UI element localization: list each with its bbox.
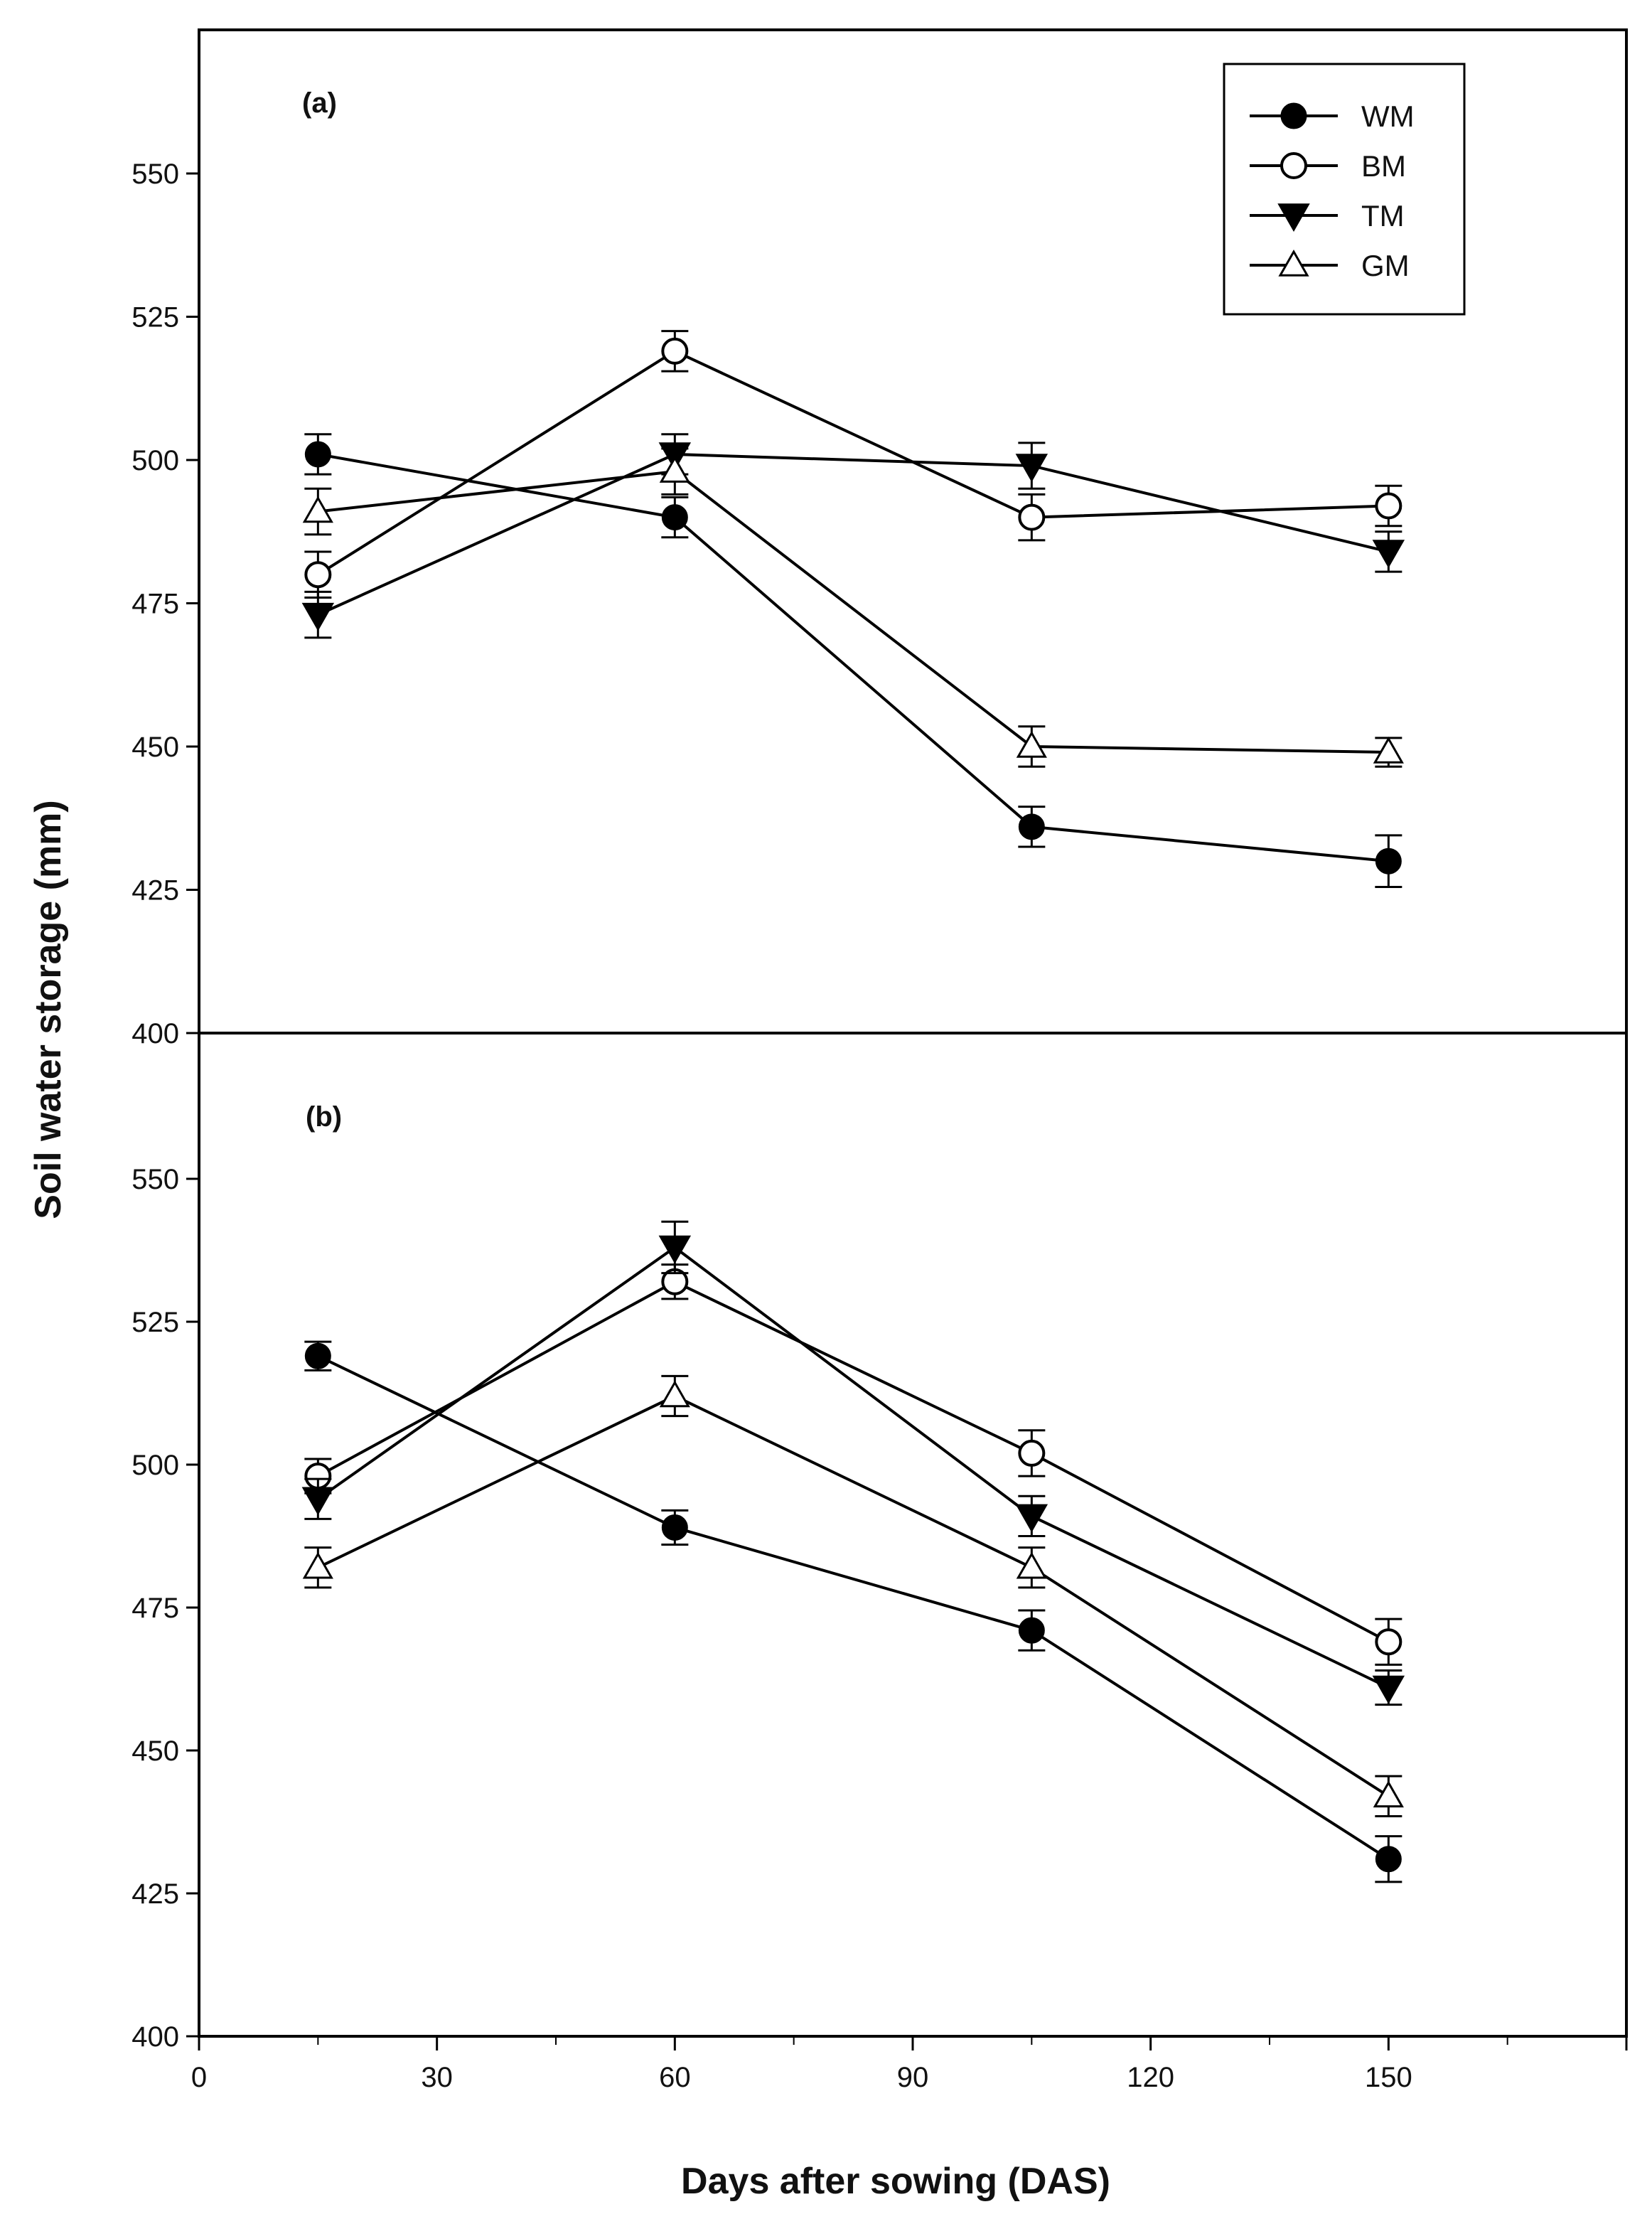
data-point-GM [1373,737,1404,764]
x-tick-label: 30 [421,2062,453,2093]
data-point-WM [304,1342,331,1369]
x-tick-label: 90 [897,2062,929,2093]
legend-label-TM: TM [1361,199,1405,232]
panel-b-yaxis: 400 425 450 475 500 525 550 [132,1164,199,2053]
data-point-WM [1018,813,1045,840]
y-tick-label: 450 [132,1736,179,1767]
data-point-GM [302,1551,333,1579]
y-tick-label: 525 [132,302,179,333]
data-point-GM [1373,1780,1404,1808]
legend-marker-TM [1277,203,1310,232]
y-tick-label: 425 [132,1878,179,1910]
y-tick-label: 500 [132,1450,179,1481]
data-point-BM [1018,1439,1046,1467]
legend: WM BM TM GM [1223,63,1466,316]
data-point-TM [1372,1675,1405,1704]
panel-a-yaxis: 400 425 450 475 500 525 550 [132,159,199,1049]
x-axis-title: Days after sowing (DAS) [681,2161,1110,2202]
legend-marker-GM [1278,249,1309,277]
y-tick-label: 425 [132,875,179,907]
data-point-TM [1015,454,1048,483]
series-line-GM [318,470,1389,754]
data-point-WM [304,441,331,468]
data-point-BM [1018,503,1046,531]
series-line-BM [317,349,1389,576]
data-point-WM [1375,1846,1402,1873]
data-point-GM [1016,730,1047,758]
series-line-TM [317,452,1389,616]
series-line-GM [317,1394,1390,1798]
data-point-TM [658,1235,692,1264]
x-tick-label: 60 [659,2062,691,2093]
panel-a-series [301,330,1405,888]
y-tick-label: 475 [132,589,179,620]
legend-label-WM: WM [1361,100,1415,133]
y-tick-label: 475 [132,1593,179,1624]
data-point-WM [661,504,688,531]
data-point-WM [661,1514,688,1541]
data-point-WM [1018,1617,1045,1644]
data-point-GM [1016,1551,1047,1579]
series-line-BM [317,1280,1390,1644]
panel-b-label: (b) [306,1101,342,1133]
legend-label-BM: BM [1361,149,1406,183]
data-point-GM [659,456,690,483]
y-axis-title: Soil water storage (mm) [28,800,69,1219]
y-tick-label: 500 [132,445,179,476]
panel-b-series [301,1220,1405,1883]
series-line-WM [317,452,1389,863]
data-point-BM [661,337,689,365]
y-tick-label: 525 [132,1307,179,1338]
data-point-TM [1372,540,1405,568]
data-point-BM [1375,1628,1402,1656]
data-point-GM [659,1380,690,1408]
data-point-TM [1015,1504,1048,1533]
x-tick-label: 0 [191,2062,207,2093]
data-point-TM [301,602,335,631]
y-tick-label: 400 [132,1018,179,1049]
legend-box [1223,63,1466,316]
y-tick-label: 450 [132,732,179,763]
series-line-WM [317,1354,1390,1861]
data-point-BM [304,561,332,589]
panel-b: (b) 400 425 450 475 500 525 550 [132,1101,1405,2053]
x-tick-label: 150 [1365,2062,1412,2093]
legend-marker-WM [1280,102,1307,129]
data-point-GM [302,496,333,523]
legend-label-GM: GM [1361,249,1410,282]
data-point-BM [1375,492,1402,520]
y-tick-label: 550 [132,1164,179,1195]
panel-a: (a) 400 425 450 475 500 525 550 [132,87,1405,1049]
data-point-WM [1375,848,1402,875]
x-tick-label: 120 [1127,2062,1174,2093]
y-tick-label: 550 [132,159,179,190]
y-tick-label: 400 [132,2021,179,2053]
x-axis: 0 30 60 90 120 150 [191,2036,1628,2093]
legend-marker-BM [1280,152,1307,179]
series-line-TM [317,1246,1390,1689]
panel-a-label: (a) [302,87,337,119]
data-point-TM [301,1487,335,1516]
